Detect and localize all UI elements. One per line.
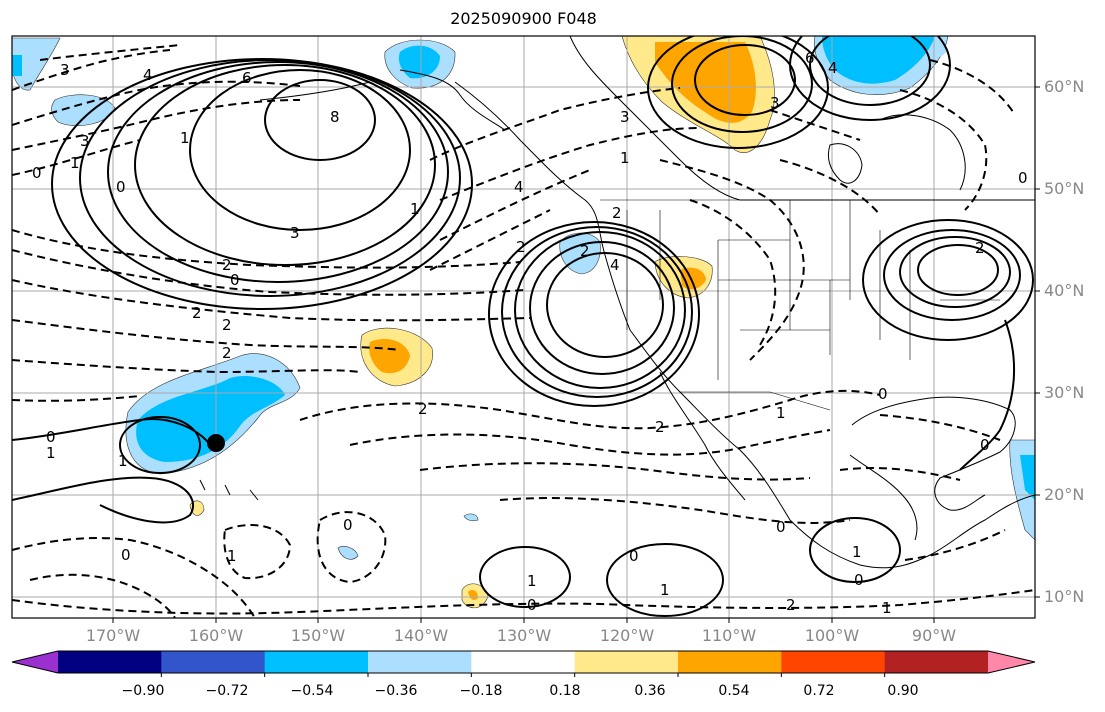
contour-label: 2: [516, 238, 526, 256]
lat-label: 50°N: [1044, 179, 1085, 198]
contour-label: 2: [612, 204, 622, 222]
lon-label: 150°W: [290, 626, 346, 645]
lat-label: 40°N: [1044, 281, 1085, 300]
contour-label: 0: [121, 546, 131, 564]
contour-label: 2: [192, 304, 202, 322]
colorbar-bin: [678, 651, 782, 673]
axis-ticks: [112, 86, 1040, 623]
contour-label: 3: [620, 108, 630, 126]
contour-label: 0: [46, 428, 56, 446]
contour-label: 0: [527, 596, 537, 614]
colorbar-tick-label: 0.90: [887, 683, 919, 699]
contour-label: 4: [514, 178, 524, 196]
contour-label: 1: [410, 200, 420, 218]
coastlines: [199, 36, 1035, 569]
contour-lines: [12, 36, 1034, 617]
lat-label: 20°N: [1044, 485, 1085, 504]
contour-label: 2: [222, 316, 232, 334]
lon-label: 160°W: [188, 626, 244, 645]
contour-label: 2: [580, 242, 590, 260]
contour-label: 0: [980, 436, 990, 454]
colorbar-tick-label: −0.18: [459, 683, 503, 699]
colorbar-bin: [471, 651, 576, 673]
contour-label: 0: [116, 178, 126, 196]
colorbar-bin: [884, 651, 989, 673]
colorbar-extend-over: [988, 651, 1035, 673]
colorbar-tick-label: 0.72: [803, 683, 835, 699]
contour-label: 1: [620, 149, 630, 167]
colorbar-bin: [264, 651, 369, 673]
lat-label: 10°N: [1044, 587, 1085, 606]
colorbar-tick-label: −0.90: [121, 683, 165, 699]
contour-label: 1: [118, 452, 128, 470]
contour-label: 0: [878, 385, 888, 403]
contour-label: 1: [852, 543, 862, 561]
shading-layer: [12, 36, 1035, 609]
contour-label: 1: [527, 572, 537, 590]
contour-lines-dashed: [12, 44, 1035, 618]
contour-label: 0: [343, 516, 353, 534]
contour-label: 4: [828, 59, 838, 77]
contour-label: 1: [180, 129, 190, 147]
colorbar-tick-label: −0.54: [290, 683, 334, 699]
lon-label: 120°W: [599, 626, 655, 645]
lon-label: 110°W: [701, 626, 757, 645]
contour-label: 6: [805, 49, 815, 67]
graticule: [12, 36, 1035, 618]
colorbar-bin: [368, 651, 472, 673]
contour-label: 3: [60, 61, 70, 79]
contour-label: 4: [143, 66, 153, 84]
contour-label: 1: [776, 404, 786, 422]
lon-label: 100°W: [804, 626, 860, 645]
lat-label: 60°N: [1044, 77, 1085, 96]
contour-label: 0: [1018, 169, 1028, 187]
contour-label: 1: [660, 581, 670, 599]
lon-label: 140°W: [393, 626, 449, 645]
contour-label: 1: [227, 547, 237, 565]
colorbar-tick-label: 0.18: [549, 683, 581, 699]
colorbar-tick-label: −0.36: [374, 683, 418, 699]
lon-label: 90°W: [911, 626, 957, 645]
contour-label: 0: [629, 547, 639, 565]
lat-label: 30°N: [1044, 383, 1085, 402]
lon-label: 170°W: [85, 626, 141, 645]
contour-label: 3: [770, 94, 780, 112]
contour-label: 2: [655, 418, 665, 436]
colorbar-outline: [11, 650, 1036, 674]
contour-labels: 3 4 6 8 0 1 3 1 0 3 2 1 0 2 2 2 2 4 2 4 …: [32, 49, 1028, 617]
contour-label: 0: [32, 164, 42, 182]
contour-label: 0: [776, 518, 786, 536]
contour-label: 1: [70, 154, 80, 172]
contour-label: 8: [330, 108, 340, 126]
colorbar-bin: [574, 651, 679, 673]
colorbar-tick-label: 0.54: [718, 683, 750, 699]
colorbar-bin: [161, 651, 266, 673]
contour-label: 0: [230, 271, 240, 289]
contour-label: 2: [222, 344, 232, 362]
contour-label: 1: [882, 599, 892, 617]
contour-label: 6: [242, 69, 252, 87]
colorbar-tick-label: 0.36: [634, 683, 666, 699]
colorbar-tick-label: −0.72: [205, 683, 249, 699]
contour-label: 0: [854, 571, 864, 589]
colorbar-extend-under: [12, 651, 58, 673]
lon-label: 130°W: [496, 626, 552, 645]
colorbar: [11, 650, 1036, 677]
station-marker: [207, 434, 225, 452]
contour-label: 2: [418, 400, 428, 418]
colorbar-bin: [781, 651, 886, 673]
contour-label: 2: [222, 256, 232, 274]
contour-label: 3: [290, 224, 300, 242]
contour-label: 3: [80, 132, 90, 150]
contour-label: 2: [786, 596, 796, 614]
map-title: 2025090900 F048: [450, 9, 597, 28]
contour-label: 2: [975, 239, 985, 257]
colorbar-bin: [58, 651, 162, 673]
contour-label: 1: [46, 444, 56, 462]
contour-label: 4: [610, 256, 620, 274]
